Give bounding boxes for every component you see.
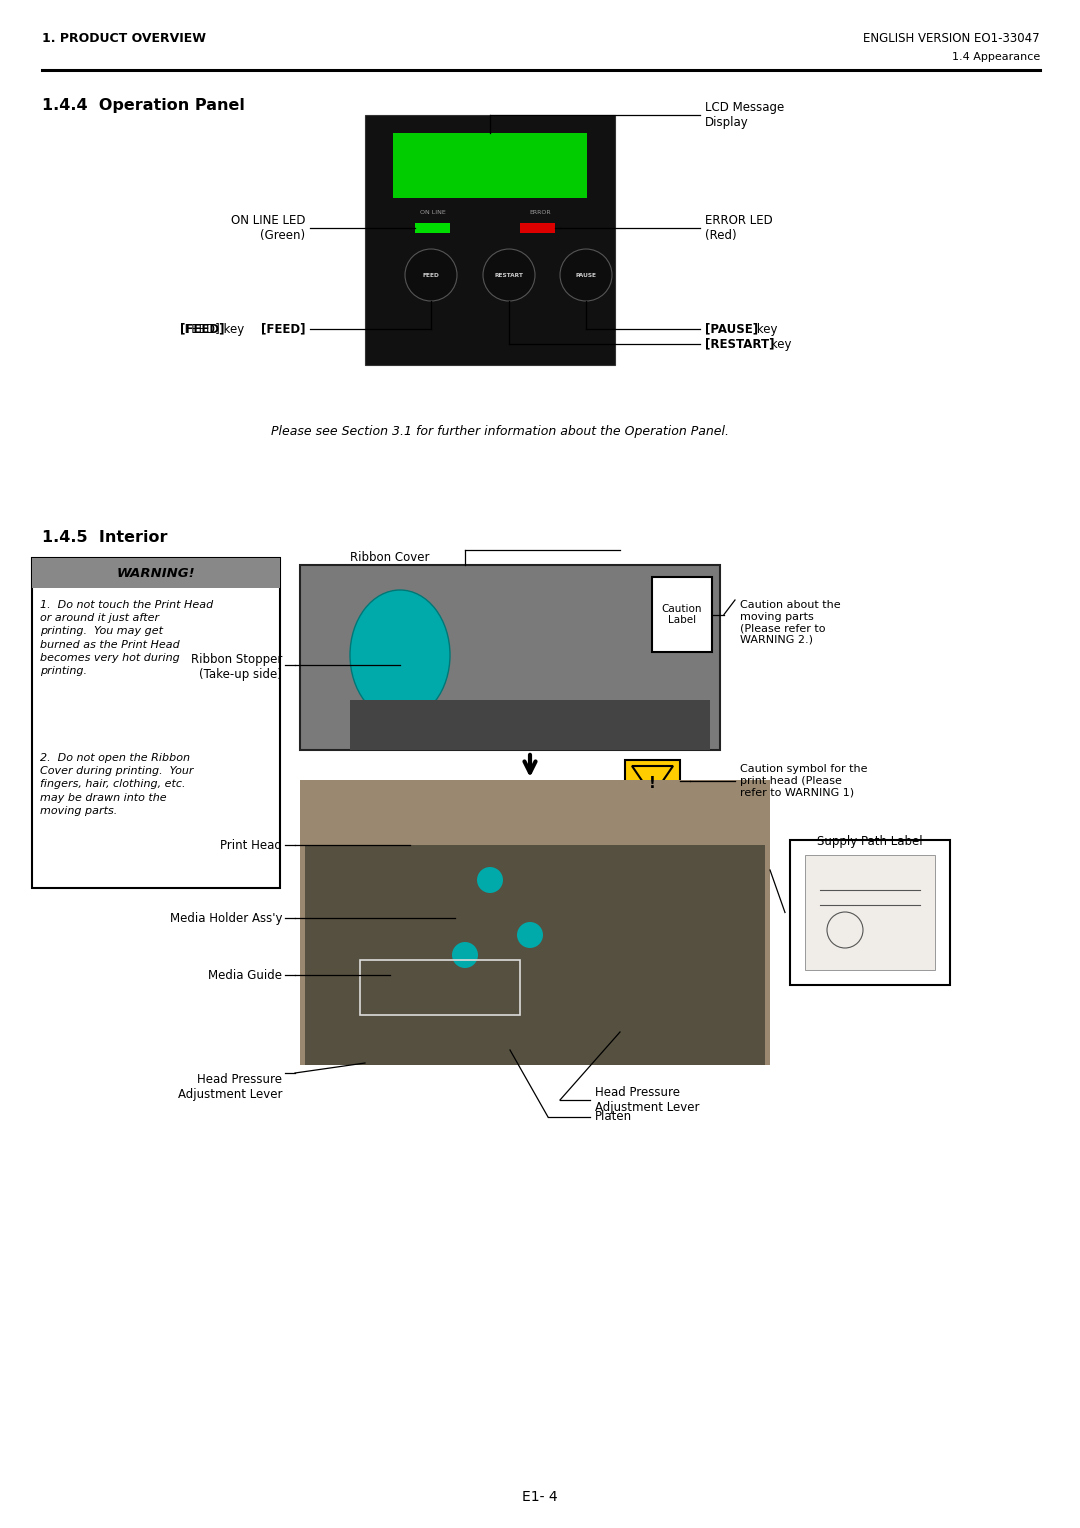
Text: 1.  Do not touch the Print Head
or around it just after
printing.  You may get
b: 1. Do not touch the Print Head or around… xyxy=(40,601,213,675)
Text: 1.4.4  Operation Panel: 1.4.4 Operation Panel xyxy=(42,98,245,113)
Text: Caution about the
moving parts
(Please refer to
WARNING 2.): Caution about the moving parts (Please r… xyxy=(740,601,840,645)
Text: ENGLISH VERSION EO1-33047: ENGLISH VERSION EO1-33047 xyxy=(863,32,1040,44)
Bar xyxy=(652,578,712,652)
Text: 1. PRODUCT OVERVIEW: 1. PRODUCT OVERVIEW xyxy=(42,32,206,44)
Ellipse shape xyxy=(350,590,450,720)
Bar xyxy=(789,840,950,986)
Text: Ribbon Stopper
(Take-up side): Ribbon Stopper (Take-up side) xyxy=(191,652,282,681)
Bar xyxy=(805,856,935,970)
Text: 1.4.5  Interior: 1.4.5 Interior xyxy=(42,530,167,545)
Text: ON LINE: ON LINE xyxy=(420,209,446,215)
Circle shape xyxy=(477,866,503,892)
Text: Ribbon Cover: Ribbon Cover xyxy=(350,550,430,564)
Bar xyxy=(625,759,680,802)
Bar xyxy=(32,558,280,588)
Text: key: key xyxy=(767,338,792,350)
Text: 2.  Do not open the Ribbon
Cover during printing.  Your
fingers, hair, clothing,: 2. Do not open the Ribbon Cover during p… xyxy=(40,753,193,816)
Bar xyxy=(300,565,720,750)
Text: key: key xyxy=(753,322,778,336)
Text: Media Guide: Media Guide xyxy=(208,969,282,981)
Text: 1.4 Appearance: 1.4 Appearance xyxy=(951,52,1040,63)
Text: Caution symbol for the
print head (Please
refer to WARNING 1): Caution symbol for the print head (Pleas… xyxy=(740,764,867,798)
Text: Head Pressure
Adjustment Lever: Head Pressure Adjustment Lever xyxy=(595,1086,700,1114)
Bar xyxy=(305,845,765,1065)
Ellipse shape xyxy=(483,249,535,301)
Text: Please see Section 3.1 for further information about the Operation Panel.: Please see Section 3.1 for further infor… xyxy=(271,425,729,439)
Text: Supply Path Label: Supply Path Label xyxy=(818,834,922,848)
Text: Print Head: Print Head xyxy=(220,839,282,851)
Text: [FEED] key: [FEED] key xyxy=(180,322,244,336)
Bar xyxy=(393,133,588,199)
Text: RESTART: RESTART xyxy=(495,272,524,278)
Bar xyxy=(415,223,450,232)
Text: ERROR LED
(Red): ERROR LED (Red) xyxy=(705,214,773,241)
Bar xyxy=(365,115,615,365)
Bar xyxy=(519,223,555,232)
Text: Platen: Platen xyxy=(595,1111,632,1123)
Text: Head Pressure
Adjustment Lever: Head Pressure Adjustment Lever xyxy=(177,1073,282,1102)
Circle shape xyxy=(453,941,478,969)
Text: Caution
Label: Caution Label xyxy=(662,604,702,625)
Circle shape xyxy=(517,921,543,947)
Text: WARNING!: WARNING! xyxy=(117,567,195,579)
Text: PAUSE: PAUSE xyxy=(576,272,596,278)
Text: [RESTART]: [RESTART] xyxy=(705,338,774,350)
Text: ERROR: ERROR xyxy=(529,209,551,215)
Text: !: ! xyxy=(649,776,656,790)
Text: E1- 4: E1- 4 xyxy=(523,1490,557,1504)
Bar xyxy=(300,779,770,1065)
Ellipse shape xyxy=(405,249,457,301)
Bar xyxy=(350,700,710,750)
Text: FEED: FEED xyxy=(422,272,440,278)
Bar xyxy=(360,960,519,1015)
Bar xyxy=(32,558,280,888)
Text: Media Holder Ass'y: Media Holder Ass'y xyxy=(170,912,282,924)
Text: [FEED]: [FEED] xyxy=(260,322,305,336)
Ellipse shape xyxy=(561,249,612,301)
Text: ON LINE LED
(Green): ON LINE LED (Green) xyxy=(230,214,305,241)
Text: [PAUSE]: [PAUSE] xyxy=(705,322,758,336)
Text: LCD Message
Display: LCD Message Display xyxy=(705,101,784,128)
Text: [FEED]: [FEED] xyxy=(180,322,225,336)
